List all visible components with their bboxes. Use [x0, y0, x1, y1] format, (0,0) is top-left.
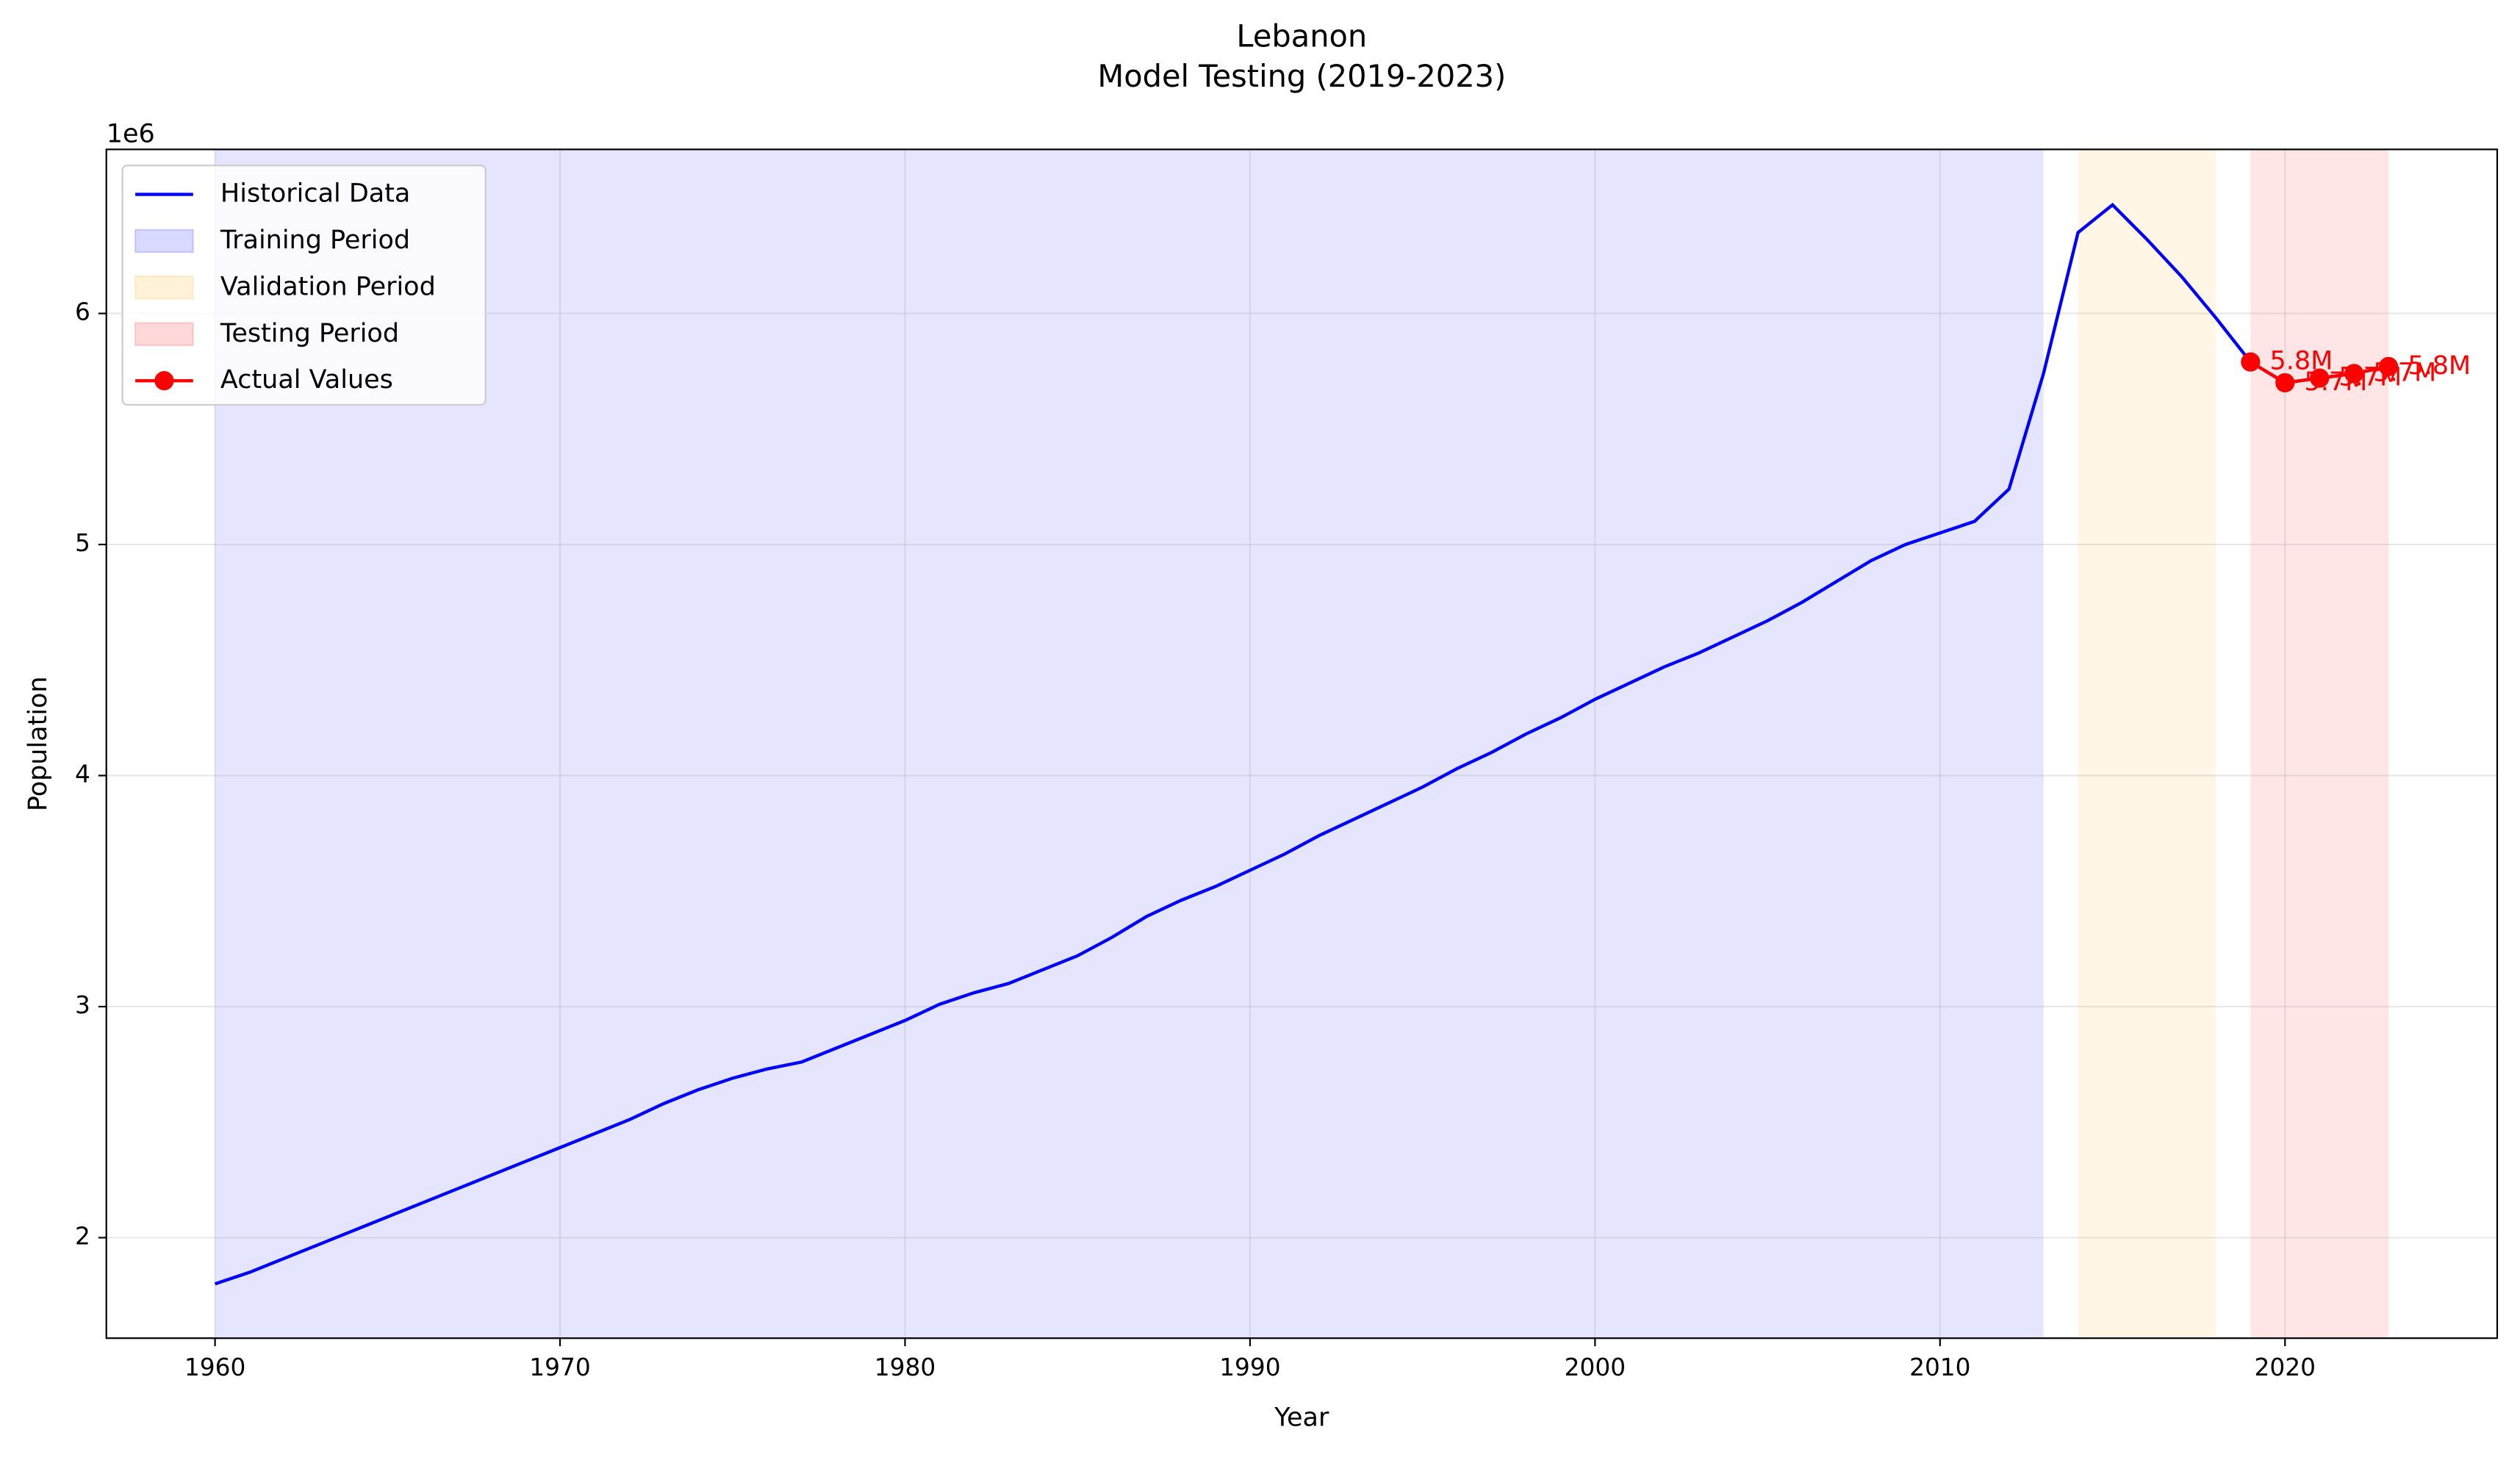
- data-label: 5.8M: [2408, 351, 2471, 381]
- data-point: [2241, 352, 2261, 372]
- x-tick-label: 1960: [184, 1353, 245, 1381]
- legend-label: Validation Period: [220, 272, 436, 301]
- x-tick-label: 2010: [1909, 1353, 1970, 1381]
- x-tick-label: 2020: [2255, 1353, 2316, 1381]
- chart-subtitle: Model Testing (2019-2023): [1097, 58, 1506, 94]
- legend-swatch: [134, 229, 194, 253]
- legend-label: Testing Period: [220, 319, 399, 348]
- x-tick-label: 1970: [529, 1353, 590, 1381]
- y-tick-label: 6: [75, 298, 90, 326]
- data-point: [2275, 373, 2295, 393]
- period-span: [2250, 149, 2389, 1339]
- data-point: [2344, 364, 2364, 384]
- x-tick-label: 1990: [1219, 1353, 1280, 1381]
- x-axis-label: Year: [1274, 1403, 1329, 1433]
- legend-marker: [154, 371, 174, 391]
- data-point: [2310, 368, 2330, 388]
- chart-title: Lebanon: [1236, 18, 1367, 54]
- legend: Historical Data Training Period Validation…: [121, 165, 487, 406]
- series-line: [214, 202, 2389, 1286]
- legend-swatch: [134, 322, 194, 347]
- y-axis-label: Population: [24, 676, 53, 811]
- legend-label: Training Period: [220, 226, 410, 255]
- x-tick-label: 1980: [875, 1353, 936, 1381]
- y-offset-label: 1e6: [107, 120, 155, 149]
- legend-label: Actual Values: [220, 365, 393, 395]
- y-tick-label: 3: [75, 991, 90, 1019]
- y-tick-label: 4: [75, 760, 90, 788]
- legend-box: [121, 165, 487, 406]
- y-tick-label: 2: [75, 1222, 90, 1250]
- legend-label: Historical Data: [220, 179, 410, 209]
- data-point: [2378, 356, 2399, 377]
- period-span: [2078, 149, 2216, 1339]
- plot-frame: [105, 148, 2499, 1339]
- x-tick-label: 2000: [1565, 1353, 1626, 1381]
- period-span: [215, 149, 2044, 1339]
- legend-swatch: [134, 275, 194, 300]
- y-tick-label: 5: [75, 529, 90, 557]
